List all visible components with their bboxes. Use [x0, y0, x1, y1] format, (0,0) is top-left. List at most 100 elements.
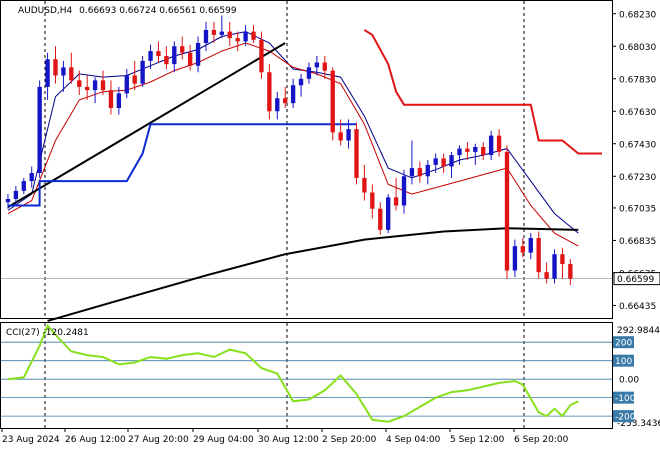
cci-level-label: -100	[615, 394, 636, 404]
candle-body	[61, 67, 66, 76]
candle-body	[164, 56, 169, 65]
candle-body	[449, 155, 454, 167]
candle-body	[488, 135, 494, 156]
candle-body	[77, 80, 82, 87]
price-tick-label: 0.68230	[619, 10, 656, 20]
candle-body	[21, 181, 26, 191]
candle	[417, 161, 423, 183]
candle	[100, 70, 106, 95]
time-axis: 23 Aug 2024 26 Aug 12:00 27 Aug 20:00 29 Au…	[1, 428, 569, 445]
candle	[425, 160, 430, 185]
candle	[5, 194, 11, 209]
cci-line	[7, 323, 579, 423]
candle-body	[298, 78, 304, 86]
candle	[227, 21, 232, 47]
candle-body	[69, 67, 74, 81]
candle-body	[290, 85, 296, 104]
candle-body	[417, 168, 423, 177]
symbol-ohlc-label: AUDUSD,H4 0.66693 0.66724 0.66561 0.6659…	[18, 6, 237, 16]
price-tick-label: 0.66835	[619, 237, 656, 247]
candle	[219, 15, 225, 39]
candle-body	[108, 90, 114, 108]
candle	[148, 44, 153, 69]
candle-body	[568, 264, 573, 279]
candle	[520, 238, 526, 258]
ohlc-label: 0.66693 0.66724 0.66561 0.66599	[79, 6, 237, 16]
candle	[378, 202, 383, 235]
candle-body	[195, 43, 201, 66]
candle-body	[496, 135, 502, 152]
candle-body	[457, 148, 462, 156]
candle-body	[401, 176, 407, 206]
candle	[504, 145, 510, 279]
cci-level-label: 200	[615, 339, 632, 349]
candle-body	[5, 199, 11, 203]
candle	[496, 129, 502, 157]
candle	[243, 25, 248, 47]
time-tick-label: 27 Aug 20:00	[128, 435, 189, 445]
candle-body	[481, 147, 486, 156]
candle-body	[370, 192, 375, 209]
candle	[322, 56, 327, 79]
cci-level-badge	[613, 410, 634, 423]
candle-body	[433, 158, 438, 165]
candle-body	[84, 86, 90, 91]
price-tick-label: 0.66435	[619, 302, 656, 312]
candle	[211, 21, 217, 43]
candle	[251, 25, 256, 43]
candle-body	[227, 31, 232, 39]
candle-body	[441, 158, 446, 167]
candle	[385, 194, 391, 234]
candle	[124, 69, 129, 99]
price-tick-label: 0.67630	[619, 108, 656, 118]
candle-body	[283, 98, 288, 104]
candle	[164, 46, 169, 69]
cci-label: CCI(27) -120.2481	[6, 328, 89, 338]
candle	[77, 70, 82, 95]
candlestick-series	[5, 15, 573, 286]
fast-ma-line	[7, 31, 579, 234]
time-tick-label: 26 Aug 12:00	[65, 435, 126, 445]
candle-body	[132, 75, 137, 84]
candle-body	[473, 147, 478, 152]
candle-body	[544, 272, 549, 279]
candle-body	[354, 129, 359, 178]
time-tick-label: 30 Aug 12:00	[258, 435, 319, 445]
moving-average-layer	[1, 29, 612, 322]
candle	[132, 60, 137, 91]
time-tick-label: 4 Sep 04:00	[386, 435, 441, 445]
candle-body	[378, 208, 383, 230]
time-tick-label: 2 Sep 20:00	[322, 435, 377, 445]
candle	[362, 164, 367, 201]
candle	[481, 142, 486, 160]
candle-body	[116, 93, 122, 108]
candle-body	[29, 173, 34, 182]
candle	[290, 78, 296, 108]
candle-body	[314, 62, 320, 68]
candle	[528, 233, 533, 260]
cci-level-label: 0.00	[619, 376, 639, 386]
support-line-line	[8, 123, 357, 207]
candle	[84, 75, 90, 100]
candle-body	[504, 151, 510, 271]
candle-body	[393, 197, 399, 206]
candle	[544, 262, 549, 284]
time-tick-label: 29 Aug 04:00	[193, 435, 254, 445]
candle-body	[211, 30, 217, 35]
cci-axis: 200 100 0.00 -100 -200	[613, 336, 639, 423]
symbol-label: AUDUSD,H4	[18, 6, 73, 16]
candle-body	[338, 132, 343, 141]
candle-body	[306, 67, 312, 79]
candle-body	[124, 75, 129, 94]
candle	[61, 60, 66, 92]
candle	[488, 130, 494, 160]
candle-body	[536, 238, 541, 273]
candle-body	[251, 31, 256, 40]
cci-max-label: 292.9844	[617, 326, 660, 336]
candle	[393, 177, 399, 211]
candle	[235, 31, 240, 52]
candle	[92, 77, 98, 104]
candle-body	[528, 238, 533, 253]
candle	[13, 186, 19, 206]
